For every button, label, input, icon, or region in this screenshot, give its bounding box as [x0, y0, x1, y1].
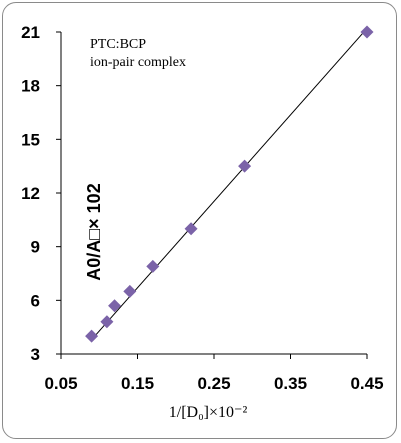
chart-frame	[2, 2, 397, 439]
x-axis-title: 1/[D₀]×10⁻²	[169, 404, 248, 421]
x-tick-label: 0.15	[121, 374, 154, 393]
data-point-diamond	[238, 159, 252, 173]
plot-area: 0.05 0.15 0.25 0.35 0.45 3 6 9 12 15 18 21	[21, 23, 383, 393]
y-tick-label: 18	[21, 77, 40, 96]
y-tick-label: 12	[21, 184, 40, 203]
data-point-diamond	[108, 299, 122, 313]
data-point-diamond	[360, 25, 374, 39]
y-tick-label: 6	[31, 291, 40, 310]
data-points	[85, 25, 374, 343]
y-tick-label: 15	[21, 130, 40, 149]
y-tick-label: 9	[31, 238, 40, 257]
y-tick-label: 21	[21, 23, 40, 42]
y-tick-label: 3	[31, 345, 40, 364]
data-point-diamond	[123, 284, 137, 298]
x-ticks: 0.05 0.15 0.25 0.35 0.45	[44, 354, 384, 393]
data-point-diamond	[100, 315, 114, 329]
data-point-diamond	[146, 259, 160, 273]
data-point-diamond	[184, 222, 198, 236]
trendline	[91, 28, 368, 341]
x-tick-label: 0.05	[44, 374, 77, 393]
annotation-line-1: PTC:BCP	[90, 37, 146, 52]
x-tick-label: 0.45	[350, 374, 383, 393]
y-axis-title: A0/A□× 102	[84, 183, 104, 280]
y-ticks: 3 6 9 12 15 18 21	[21, 23, 61, 364]
data-point-diamond	[85, 329, 99, 343]
x-tick-label: 0.25	[197, 374, 230, 393]
annotation-line-2: ion-pair complex	[90, 55, 186, 70]
x-tick-label: 0.35	[274, 374, 307, 393]
